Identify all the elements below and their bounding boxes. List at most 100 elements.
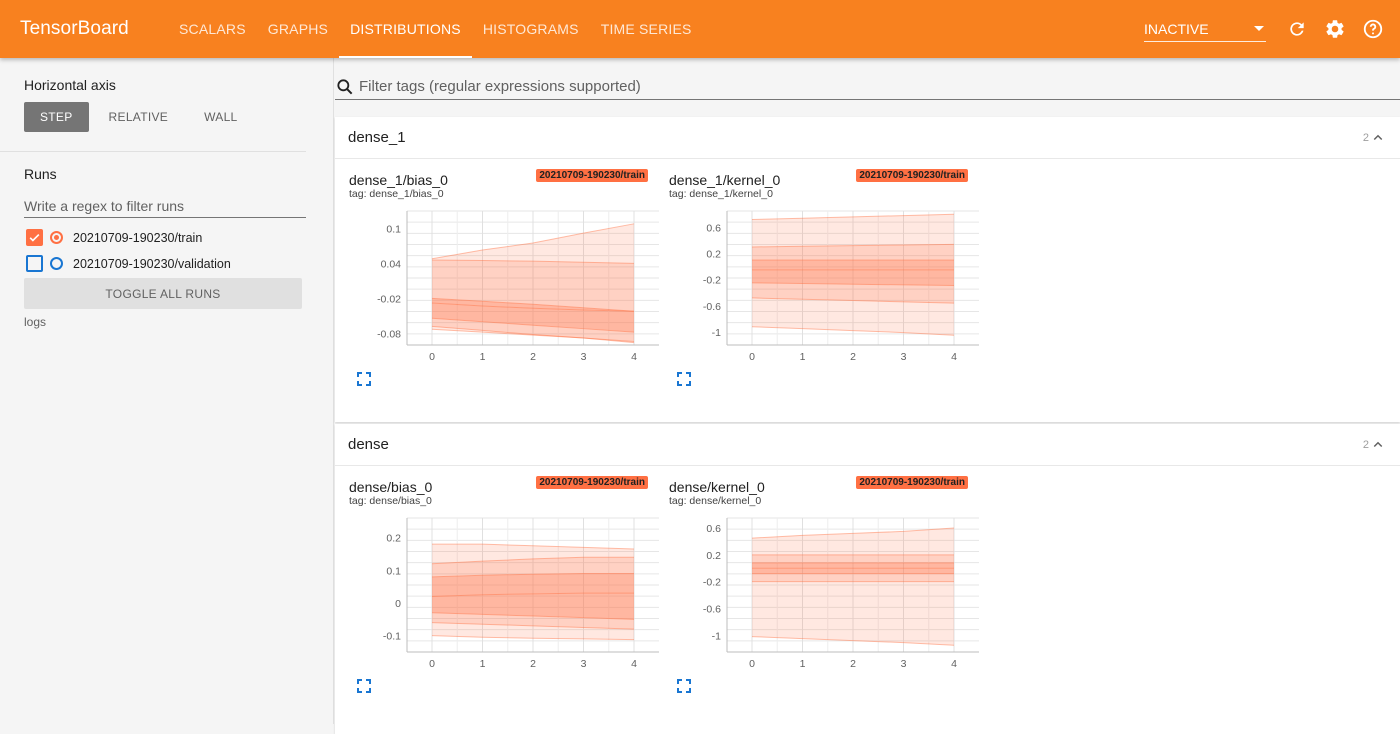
x-tick-label: 1 — [480, 351, 486, 363]
plugin-select[interactable]: INACTIVE — [1144, 16, 1266, 42]
run-color-dot-validation — [50, 257, 63, 270]
run-row-train[interactable]: 20210709-190230/train — [26, 229, 202, 246]
y-tick-label: 0.2 — [386, 533, 401, 545]
distribution-band — [432, 573, 634, 597]
search-icon — [335, 77, 355, 97]
distribution-band — [432, 593, 634, 620]
plugin-select-value: INACTIVE — [1144, 20, 1209, 37]
axis-step-button[interactable]: STEP — [24, 102, 89, 132]
distribution-band — [752, 297, 954, 336]
axis-wall-button[interactable]: WALL — [204, 110, 238, 124]
y-tick-label: 0.2 — [706, 248, 721, 260]
distribution-card: dense/kernel_0 tag: dense/kernel_0 20210… — [655, 466, 979, 706]
distribution-band — [752, 282, 954, 304]
percentile-line — [751, 243, 955, 248]
distribution-band — [752, 562, 954, 569]
group-count[interactable]: 2 — [1363, 129, 1387, 147]
distribution-band — [432, 557, 634, 577]
y-tick-label: -0.2 — [703, 275, 721, 287]
tab-scalars[interactable]: SCALARS — [179, 21, 246, 37]
x-tick-label: 2 — [530, 658, 536, 670]
x-tick-label: 3 — [901, 658, 907, 670]
x-tick-label: 2 — [530, 351, 536, 363]
y-tick-label: -0.08 — [377, 328, 401, 340]
distribution-band — [752, 568, 954, 574]
tag-filter — [335, 74, 1400, 100]
tab-time-series[interactable]: TIME SERIES — [600, 21, 692, 37]
tab-histograms[interactable]: HISTOGRAMS — [482, 21, 579, 37]
percentile-line — [431, 223, 635, 260]
distribution-band — [432, 298, 634, 312]
tag-group-dense: dense 2 dense/bias_0 tag: dense/bias_0 2… — [335, 424, 1400, 734]
run-checkbox-validation[interactable] — [26, 255, 43, 272]
percentile-line — [431, 592, 634, 597]
x-tick-label: 2 — [850, 658, 856, 670]
chevron-up-icon — [1373, 441, 1383, 447]
y-tick-label: -0.02 — [377, 293, 401, 305]
runs-filter-input[interactable] — [24, 194, 306, 218]
distribution-band — [752, 214, 954, 247]
top-app-bar: TensorBoard SCALARS GRAPHS DISTRIBUTIONS… — [0, 0, 1400, 58]
card-title: dense/bias_0 — [349, 479, 433, 495]
y-tick-label: -0.1 — [383, 631, 401, 643]
y-tick-label: -1 — [712, 327, 721, 339]
distribution-band — [752, 269, 954, 286]
percentile-line — [431, 612, 635, 620]
gear-icon[interactable] — [1316, 9, 1354, 49]
y-tick-label: 0.6 — [706, 523, 721, 535]
tag-group-dense-1: dense_1 2 dense_1/bias_0 tag: dense_1/bi… — [335, 117, 1400, 422]
group-header[interactable]: dense_1 2 — [335, 117, 1400, 159]
y-tick-label: -0.2 — [703, 577, 721, 589]
group-count[interactable]: 2 — [1363, 436, 1387, 454]
nav-tabs: SCALARS GRAPHS DISTRIBUTIONS HISTOGRAMS … — [168, 0, 703, 58]
distribution-band — [752, 528, 954, 555]
axis-relative-button[interactable]: RELATIVE — [108, 110, 169, 124]
y-tick-label: -1 — [712, 630, 721, 642]
fullscreen-icon[interactable] — [677, 679, 691, 698]
y-tick-label: -0.6 — [703, 603, 721, 615]
tab-graphs[interactable]: GRAPHS — [267, 21, 329, 37]
x-tick-label: 3 — [581, 351, 587, 363]
toggle-all-runs-button[interactable]: TOGGLE ALL RUNS — [24, 278, 302, 309]
run-badge: 20210709-190230/train — [536, 169, 648, 182]
y-tick-label: 0.1 — [386, 223, 401, 235]
x-tick-label: 0 — [429, 351, 435, 363]
distribution-band — [432, 622, 634, 640]
x-tick-label: 4 — [631, 658, 637, 670]
percentile-line — [431, 302, 635, 312]
tag-filter-input[interactable] — [359, 78, 1359, 95]
dropdown-arrow-icon — [1254, 26, 1264, 31]
distribution-band — [432, 318, 634, 342]
y-tick-label: 0 — [395, 598, 401, 610]
refresh-icon[interactable] — [1278, 9, 1316, 49]
x-tick-label: 4 — [631, 351, 637, 363]
percentile-line — [431, 635, 635, 641]
y-tick-label: -0.6 — [703, 301, 721, 313]
x-tick-label: 2 — [850, 351, 856, 363]
group-count-value: 2 — [1362, 131, 1369, 144]
distribution-chart: 0.6 0.2 -0.2 -0.6 -1 0 1 2 3 4 — [703, 210, 979, 363]
x-tick-label: 0 — [749, 658, 755, 670]
x-tick-label: 1 — [800, 351, 806, 363]
fullscreen-icon[interactable] — [357, 679, 371, 698]
distribution-band — [432, 612, 634, 630]
x-tick-label: 1 — [480, 658, 486, 670]
group-header[interactable]: dense 2 — [335, 424, 1400, 466]
card-title: dense/kernel_0 — [669, 479, 765, 495]
distribution-chart: 0.2 0.1 0 -0.1 0 1 2 3 4 — [383, 517, 659, 670]
percentile-line — [431, 573, 634, 578]
horizontal-axis-label: Horizontal axis — [24, 77, 116, 93]
fullscreen-icon[interactable] — [357, 372, 371, 391]
x-tick-label: 0 — [429, 658, 435, 670]
run-checkbox-train[interactable] — [26, 229, 43, 246]
run-row-validation[interactable]: 20210709-190230/validation — [26, 255, 231, 272]
run-name-train: 20210709-190230/train — [73, 230, 203, 245]
y-tick-label: 0.2 — [706, 550, 721, 562]
card-tag: tag: dense/bias_0 — [349, 495, 432, 507]
fullscreen-icon[interactable] — [677, 372, 691, 391]
help-icon[interactable] — [1354, 9, 1392, 49]
distribution-band — [432, 223, 634, 264]
tab-distributions[interactable]: DISTRIBUTIONS — [339, 0, 472, 58]
run-badge: 20210709-190230/train — [536, 476, 648, 489]
group-title: dense_1 — [348, 129, 406, 146]
